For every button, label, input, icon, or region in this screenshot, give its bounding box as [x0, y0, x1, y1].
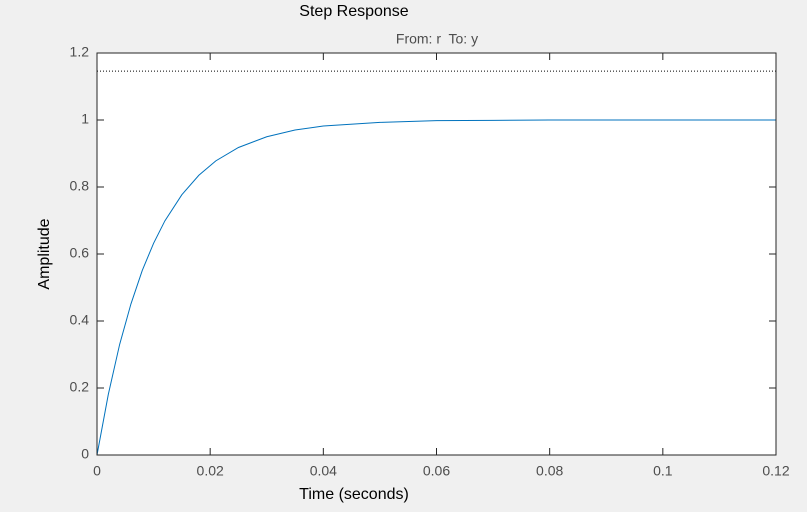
chart-title: Step Response: [299, 3, 409, 20]
x-tick-label: 0.08: [536, 463, 563, 479]
chart-subtitle: From: r To: y: [396, 31, 478, 47]
axes-box: [96, 52, 777, 456]
x-tick-label: 0.02: [197, 463, 224, 479]
x-axis-label: Time (seconds): [299, 486, 409, 503]
y-tick-label: 0.4: [70, 312, 90, 328]
y-tick-label: 1.2: [70, 44, 90, 60]
x-tick-label: 0: [93, 463, 101, 479]
y-tick-label: 0.2: [70, 379, 90, 395]
x-tick-label: 0.1: [653, 463, 673, 479]
y-tick-label: 1: [81, 111, 89, 127]
y-axis-label: Amplitude: [36, 218, 53, 289]
x-tick-label: 0.12: [762, 463, 789, 479]
line-series: [96, 119, 776, 456]
y-tick-label: 0.6: [70, 245, 90, 261]
y-tick-label: 0.8: [70, 178, 90, 194]
x-tick-label: 0.04: [310, 463, 337, 479]
y-tick-label: 0: [81, 446, 89, 462]
plot-area: [97, 53, 776, 455]
x-tick-label: 0.06: [423, 463, 450, 479]
